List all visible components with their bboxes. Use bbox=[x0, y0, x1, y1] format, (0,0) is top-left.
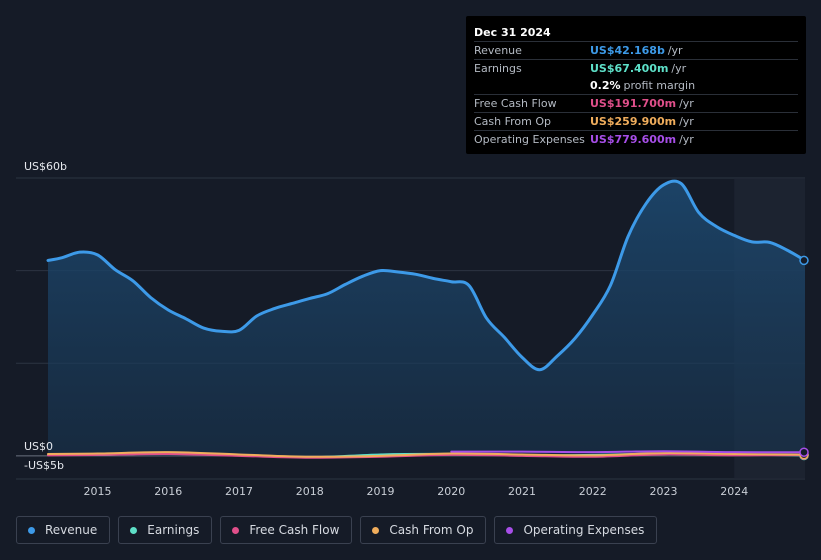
tooltip-unit: /yr bbox=[667, 44, 683, 57]
tooltip-label bbox=[474, 77, 590, 94]
tooltip-value: US$191.700m bbox=[590, 97, 677, 110]
legend-label: Operating Expenses bbox=[523, 523, 645, 537]
x-tick-label: 2024 bbox=[720, 485, 748, 498]
legend-label: Earnings bbox=[147, 523, 200, 537]
operating-expenses-end-point bbox=[799, 447, 809, 457]
tooltip-row-free-cash-flow: Free Cash Flow US$191.700m /yr bbox=[474, 94, 798, 112]
revenue-dot-icon bbox=[28, 526, 35, 534]
tooltip-label: Free Cash Flow bbox=[474, 97, 557, 110]
operating-expenses-dot-icon bbox=[506, 526, 514, 534]
tooltip-value: 0.2% bbox=[590, 79, 621, 92]
legend-label: Free Cash Flow bbox=[249, 523, 340, 537]
legend-cash-from-op[interactable]: Cash From Op bbox=[360, 516, 487, 544]
tooltip-row-operating-expenses: Operating Expenses US$779.600m /yr bbox=[474, 130, 798, 148]
legend-earnings[interactable]: Earnings bbox=[118, 516, 213, 544]
tooltip-unit: /yr bbox=[679, 115, 694, 128]
x-tick-label: 2015 bbox=[84, 485, 112, 498]
free-cash-flow-line bbox=[47, 452, 806, 459]
x-tick-label: 2018 bbox=[296, 485, 324, 498]
earnings-dot-icon bbox=[130, 526, 138, 534]
tooltip-value: US$779.600m bbox=[590, 133, 677, 146]
legend-label: Cash From Op bbox=[389, 523, 474, 537]
tooltip-label: Revenue bbox=[474, 44, 522, 57]
x-axis: 2015 2016 2017 2018 2019 2020 2021 2022 2023 2024 bbox=[84, 485, 749, 498]
tooltip-unit: /yr bbox=[679, 133, 694, 146]
tooltip-label: Cash From Op bbox=[474, 115, 552, 128]
x-tick-label: 2020 bbox=[437, 485, 465, 498]
cash-from-op-dot-icon bbox=[372, 526, 380, 534]
x-tick-label: 2022 bbox=[579, 485, 607, 498]
revenue-end-point bbox=[799, 255, 809, 266]
free-cash-flow-dot-icon bbox=[232, 526, 240, 534]
legend-revenue[interactable]: Revenue bbox=[16, 516, 111, 544]
x-tick-label: 2019 bbox=[367, 485, 395, 498]
chart-legend: Revenue Earnings Free Cash Flow Cash Fro… bbox=[16, 516, 658, 544]
chart-series bbox=[46, 179, 809, 461]
tooltip-unit: profit margin bbox=[623, 79, 696, 92]
tooltip-unit: /yr bbox=[671, 62, 687, 75]
x-tick-label: 2016 bbox=[154, 485, 182, 498]
financials-chart: US$60b US$0 -US$5b 2015 2016 2017 2018 2019 202… bbox=[16, 160, 809, 498]
x-tick-label: 2021 bbox=[508, 485, 536, 498]
y-tick-label: -US$5b bbox=[24, 459, 64, 472]
tooltip-date: Dec 31 2024 bbox=[474, 26, 551, 39]
y-tick-label: US$0 bbox=[24, 440, 53, 453]
legend-free-cash-flow[interactable]: Free Cash Flow bbox=[220, 516, 353, 544]
tooltip-row-earnings: Earnings US$67.400m /yr bbox=[474, 59, 798, 77]
tooltip-label: Earnings bbox=[474, 62, 522, 75]
legend-operating-expenses[interactable]: Operating Expenses bbox=[494, 516, 658, 544]
cash-from-op-line bbox=[47, 451, 806, 458]
tooltip-value: US$259.900m bbox=[590, 115, 677, 128]
x-tick-label: 2017 bbox=[225, 485, 253, 498]
y-tick-label: US$60b bbox=[24, 160, 67, 173]
tooltip-row-profit-margin: 0.2% profit margin bbox=[474, 77, 798, 94]
tooltip-row-cash-from-op: Cash From Op US$259.900m /yr bbox=[474, 112, 798, 130]
tooltip-value: US$42.168b bbox=[590, 44, 665, 57]
x-tick-label: 2023 bbox=[650, 485, 678, 498]
operating-expenses-line bbox=[450, 450, 806, 454]
tooltip-label: Operating Expenses bbox=[474, 133, 585, 146]
legend-label: Revenue bbox=[45, 523, 98, 537]
tooltip-value: US$67.400m bbox=[590, 62, 669, 75]
tooltip-unit: /yr bbox=[679, 97, 694, 110]
y-axis: US$60b US$0 -US$5b bbox=[24, 160, 67, 472]
tooltip-row-revenue: Revenue US$42.168b /yr bbox=[474, 41, 798, 59]
chart-tooltip: Dec 31 2024 Revenue US$42.168b /yr Earni… bbox=[466, 16, 806, 154]
revenue-line bbox=[46, 179, 807, 372]
revenue-area bbox=[48, 181, 805, 456]
